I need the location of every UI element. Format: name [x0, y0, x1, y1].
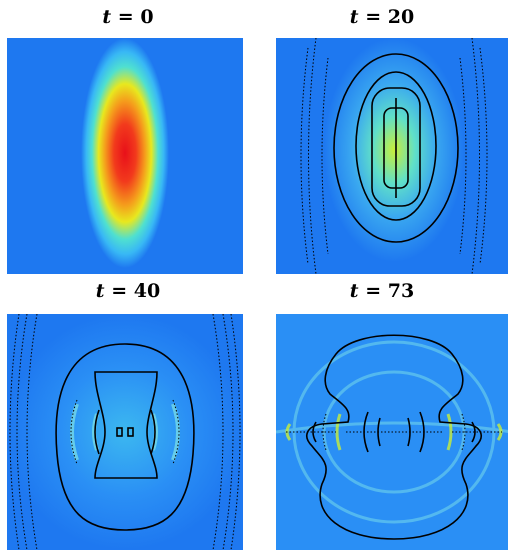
field-plot-t40	[7, 314, 243, 550]
panel-title-t40: t = 40	[95, 280, 161, 302]
panel-title-t0: t = 0	[102, 6, 154, 28]
field-plot-t0	[7, 38, 243, 274]
field-plot-t73	[276, 314, 508, 550]
panel-title-t73: t = 73	[349, 280, 415, 302]
panel-title-t20: t = 20	[349, 6, 415, 28]
field-plot-t20	[276, 38, 508, 274]
